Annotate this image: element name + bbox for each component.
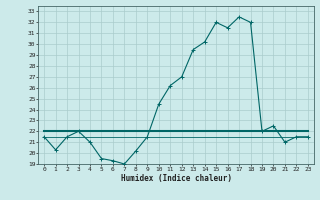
X-axis label: Humidex (Indice chaleur): Humidex (Indice chaleur)	[121, 174, 231, 183]
